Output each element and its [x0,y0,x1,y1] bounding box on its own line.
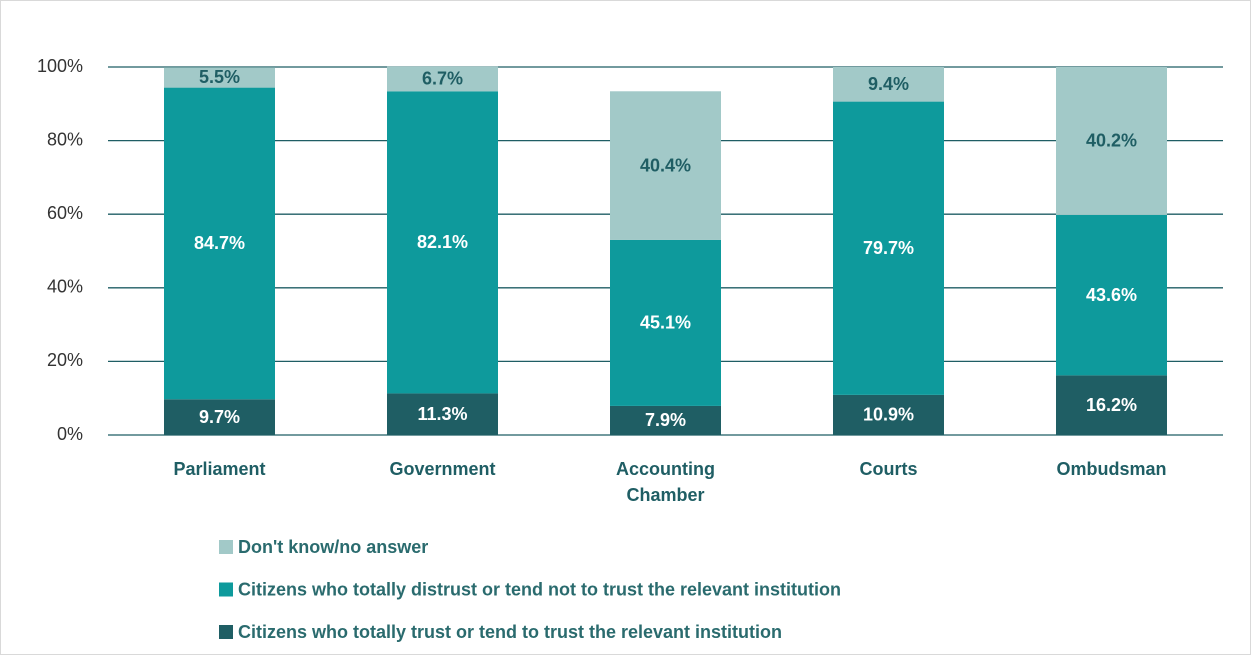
value-label: 82.1% [417,232,468,252]
bar-segment [164,67,275,88]
bar-segment [387,91,498,394]
legend-swatch [219,540,233,554]
value-label: 40.2% [1086,131,1137,151]
bar-segment [833,67,944,102]
bar-segment [1056,67,1167,215]
x-tick-label: Accounting Chamber [616,459,715,505]
y-tick-label: 80% [47,129,83,149]
value-label: 45.1% [640,313,691,333]
value-label: 11.3% [417,404,467,424]
value-label: 7.9% [645,410,686,430]
bar-segment [610,239,721,406]
bar-segment [164,87,275,400]
y-tick-label: 20% [47,350,83,370]
bar-segment [833,394,944,435]
bar-segment [387,66,498,92]
y-tick-label: 0% [57,424,83,444]
value-label: 84.7% [194,233,245,253]
x-tick-label: Government [389,459,496,479]
bar-segment [833,101,944,395]
x-tick-label: Parliament [173,459,266,479]
bar-segment [610,91,721,240]
y-tick-label: 40% [47,277,83,297]
y-tick-label: 60% [47,203,83,223]
value-label: 6.7% [422,69,463,89]
value-label: 16.2% [1086,395,1137,415]
value-label: 9.4% [868,74,909,94]
legend-label: Don't know/no answer [238,537,428,557]
value-label: 5.5% [199,67,240,87]
value-label: 43.6% [1086,285,1137,305]
value-label: 40.4% [640,155,691,175]
legend-swatch [219,582,233,597]
bar-segment [1056,214,1167,376]
bar-segment [387,393,498,435]
x-tick-label: Courts [859,459,918,479]
legend-label: Citizens who totally distrust or tend no… [238,579,841,599]
legend-swatch [219,625,233,639]
legend-label: Citizens who totally trust or tend to tr… [238,622,782,642]
bar-segment [164,399,275,435]
bar-segment [610,405,721,435]
value-label: 9.7% [199,407,240,427]
y-tick-label: 100% [37,56,83,76]
value-label: 79.7% [863,238,914,258]
value-label: 10.9% [863,405,914,425]
bar-segment [1056,375,1167,435]
x-tick-label: Ombudsman [1056,459,1167,479]
